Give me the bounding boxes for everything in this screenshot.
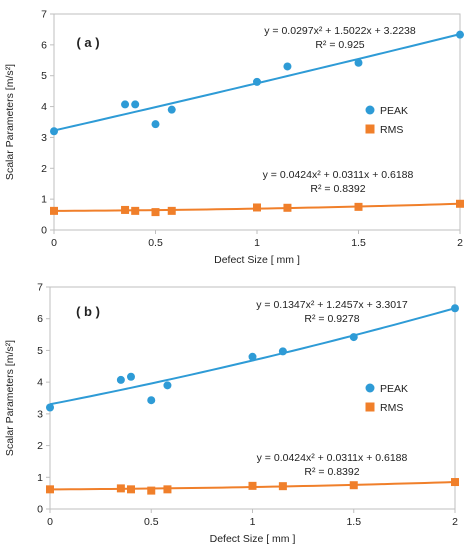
data-point-peak <box>147 396 156 405</box>
legend-label-peak: PEAK <box>380 105 408 117</box>
trendline-r2-rms: R² = 0.8392 <box>310 183 365 195</box>
data-point-peak <box>46 403 54 412</box>
chart-panel-a: 0 1 2 3 4 5 6 7 0 0.5 1 1.5 2 Defect Size [ mm ] Scala… <box>4 9 464 266</box>
legend-marker-peak <box>365 105 375 115</box>
data-point-rms <box>253 203 261 212</box>
y-tick-label: 3 <box>41 132 47 144</box>
data-point-rms <box>127 485 135 494</box>
y-tick-label: 1 <box>41 194 47 206</box>
y-tick-label: 4 <box>41 101 47 113</box>
data-point-peak <box>167 105 176 114</box>
x-axis-title: Defect Size [ mm ] <box>210 533 296 545</box>
data-point-peak <box>163 381 172 390</box>
data-point-rms <box>456 199 464 208</box>
data-point-rms <box>349 481 358 490</box>
data-point-rms <box>278 482 287 491</box>
data-point-rms <box>50 206 58 215</box>
data-point-peak <box>121 100 130 109</box>
chart-panel-b: 0 1 2 3 4 5 6 7 0 0.5 1 1.5 2 Defect Size [ mm ] Scala… <box>4 282 459 545</box>
y-tick-label: 0 <box>37 504 43 516</box>
data-point-rms <box>116 484 125 493</box>
trendline-r2-rms: R² = 0.8392 <box>304 466 359 478</box>
data-point-rms <box>163 485 172 494</box>
data-point-rms <box>151 208 160 217</box>
data-point-rms <box>248 481 257 490</box>
x-tick-label: 2 <box>452 516 458 528</box>
data-point-peak <box>127 372 135 381</box>
data-point-peak <box>116 375 125 384</box>
panel-label: ( a ) <box>76 35 99 50</box>
data-point-peak <box>248 352 257 361</box>
trendline-r2-peak: R² = 0.925 <box>315 39 364 51</box>
trendline-equation-peak: y = 0.0297x² + 1.5022x + 3.2238 <box>264 25 416 37</box>
y-tick-label: 3 <box>37 408 43 420</box>
data-point-peak <box>283 62 292 71</box>
data-point-peak <box>131 100 140 109</box>
legend-label-rms: RMS <box>380 124 403 136</box>
y-tick-label: 5 <box>37 345 43 357</box>
data-point-rms <box>167 206 176 215</box>
y-tick-label: 2 <box>37 440 43 452</box>
trendline-equation-rms: y = 0.0424x² + 0.0311x + 0.6188 <box>263 169 414 181</box>
plot-frame <box>49 286 456 510</box>
data-point-peak <box>349 333 358 342</box>
y-tick-label: 7 <box>37 282 43 294</box>
data-point-rms <box>451 478 459 487</box>
y-axis-title: Scalar Parameters [m/s²] <box>4 64 16 180</box>
y-tick-label: 2 <box>41 163 47 175</box>
x-tick-label: 1 <box>254 237 260 249</box>
data-point-peak <box>50 127 58 136</box>
data-point-rms <box>131 206 140 215</box>
data-point-rms <box>46 485 54 494</box>
data-point-peak <box>451 304 459 313</box>
data-point-peak <box>278 347 287 356</box>
x-tick-label: 1.5 <box>346 516 361 528</box>
plot-frame <box>53 13 461 231</box>
x-tick-label: 0 <box>51 237 57 249</box>
y-tick-label: 6 <box>41 39 47 51</box>
data-point-peak <box>253 77 261 86</box>
x-axis-title: Defect Size [ mm ] <box>214 254 300 266</box>
x-tick-label: 1.5 <box>351 237 366 249</box>
legend-label-peak: PEAK <box>380 383 408 395</box>
trendline-equation-peak: y = 0.1347x² + 1.2457x + 3.3017 <box>256 299 408 311</box>
data-point-peak <box>354 58 363 67</box>
data-point-peak <box>456 30 464 39</box>
x-tick-label: 2 <box>457 237 463 249</box>
trendline-equation-rms: y = 0.0424x² + 0.0311x + 0.6188 <box>257 452 408 464</box>
data-point-rms <box>121 205 130 214</box>
y-tick-label: 0 <box>41 225 47 237</box>
y-tick-label: 5 <box>41 70 47 82</box>
x-tick-label: 1 <box>250 516 256 528</box>
y-tick-label: 6 <box>37 313 43 325</box>
x-tick-label: 0.5 <box>144 516 159 528</box>
data-point-rms <box>354 202 363 211</box>
legend-marker-rms <box>365 402 375 412</box>
legend-label-rms: RMS <box>380 402 403 414</box>
panel-label: ( b ) <box>76 304 100 319</box>
legend-marker-peak <box>365 383 375 393</box>
data-point-rms <box>283 203 292 212</box>
y-tick-label: 4 <box>37 377 43 389</box>
legend-marker-rms <box>365 124 375 134</box>
y-tick-label: 1 <box>37 472 43 484</box>
x-tick-label: 0 <box>47 516 53 528</box>
x-tick-label: 0.5 <box>148 237 163 249</box>
y-axis-title: Scalar Parameters [m/s²] <box>4 340 16 456</box>
trendline-r2-peak: R² = 0.9278 <box>304 313 359 325</box>
data-point-rms <box>147 486 156 495</box>
y-tick-label: 7 <box>41 9 47 21</box>
data-point-peak <box>151 120 160 129</box>
